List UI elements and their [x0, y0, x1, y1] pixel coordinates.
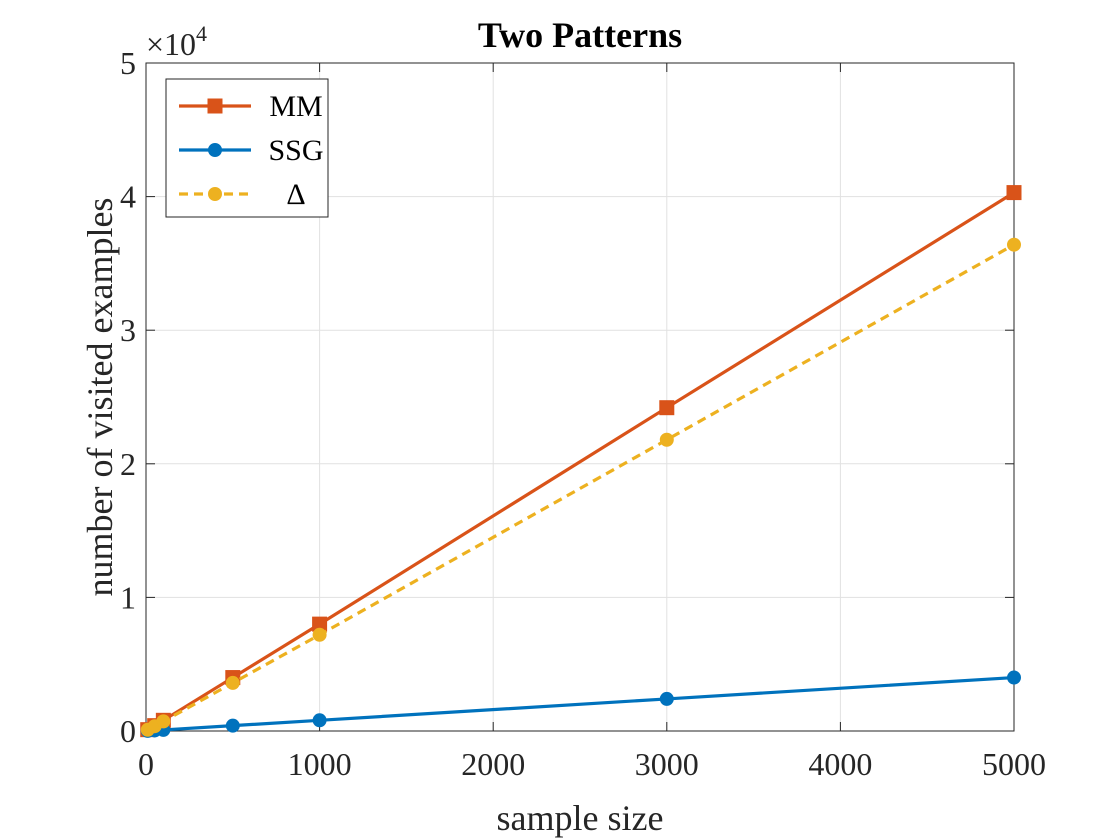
axis-ticks: 0 1000 2000 3000 4000 5000 0 1 2 3 4 5 [120, 45, 1046, 782]
data-point [225, 675, 240, 690]
data-series [140, 185, 1022, 738]
chart-title: Two Patterns [478, 15, 682, 55]
y-tick-label: 2 [120, 446, 136, 482]
y-tick-label: 5 [120, 45, 136, 81]
legend-label: SSG [268, 134, 323, 167]
grid [146, 63, 1014, 731]
x-tick-label: 3000 [635, 746, 699, 782]
data-point [659, 400, 675, 416]
data-point [156, 714, 171, 729]
plot-frame [145, 62, 1015, 732]
data-point [208, 143, 222, 157]
data-point [659, 432, 674, 447]
y-axis-exponent: ×104 [146, 21, 207, 62]
x-tick-label: 1000 [288, 746, 352, 782]
x-tick-label: 0 [138, 746, 154, 782]
data-point [225, 718, 240, 733]
y-tick-label: 0 [120, 713, 136, 749]
data-point [1007, 670, 1021, 685]
series-1 [140, 670, 1021, 738]
x-tick-label: 4000 [808, 746, 872, 782]
y-exponent-power: 4 [196, 21, 207, 46]
data-point [208, 187, 222, 201]
data-point [207, 98, 223, 114]
series-2 [140, 237, 1021, 737]
legend-entry: Δ [179, 178, 306, 211]
legend-label: Δ [286, 178, 305, 211]
data-point [659, 691, 674, 706]
x-tick-label: 5000 [982, 746, 1046, 782]
x-axis-label: sample size [497, 798, 664, 838]
x-tick-label: 2000 [461, 746, 525, 782]
legend: MM SSG Δ [165, 78, 329, 218]
y-tick-label: 1 [120, 579, 136, 615]
series-line [147, 675, 1015, 733]
y-exponent-prefix: ×10 [146, 26, 196, 62]
y-tick-label: 3 [120, 312, 136, 348]
series-0 [140, 185, 1022, 738]
data-point [312, 627, 327, 642]
legend-label: MM [269, 90, 322, 123]
series-line [146, 243, 1015, 732]
legend-entry: SSG [179, 134, 324, 167]
data-point [312, 713, 327, 728]
legend-entry: MM [179, 90, 323, 123]
data-point [1006, 185, 1022, 201]
data-point [1007, 237, 1021, 252]
y-tick-label: 4 [120, 179, 136, 215]
series-line [146, 191, 1015, 732]
y-axis-label: number of visited examples [80, 198, 120, 597]
